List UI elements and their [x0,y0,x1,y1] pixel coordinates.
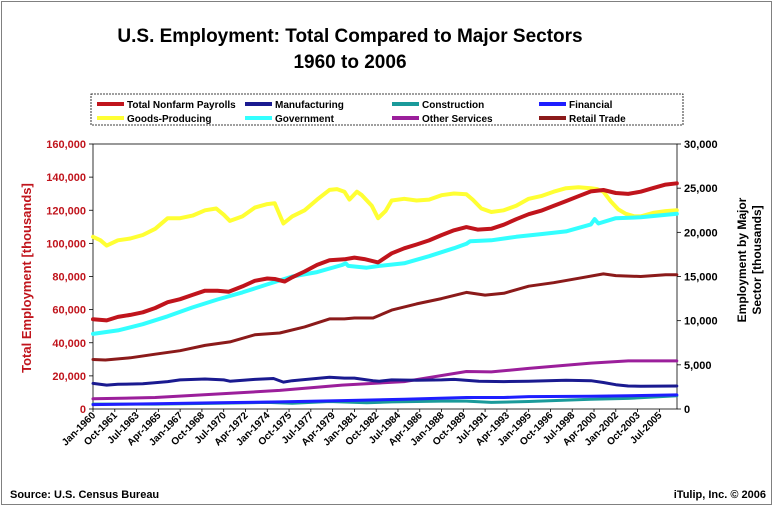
legend-label: Retail Trade [569,114,626,125]
legend-label: Financial [569,100,613,111]
right-tick-label: 15,000 [684,272,718,284]
left-axis-label: Total Employment [thousands] [19,183,34,373]
legend-label: Government [275,114,335,125]
right-axis-label-line1: Employment by Major [735,197,749,322]
right-tick-label: 20,000 [684,227,718,239]
legend-label: Other Services [422,114,493,125]
series-line-other-services [91,359,679,401]
legend-label: Goods-Producing [127,114,211,125]
right-tick-label: 0 [684,404,690,416]
series-line-total-nonfarm-payrolls [91,181,679,323]
left-tick-label: 120,000 [46,205,86,217]
left-tick-label: 80,000 [52,272,86,284]
series-line-manufacturing [91,375,679,388]
left-tick-label: 140,000 [46,172,86,184]
series-line-retail-trade [91,272,679,362]
legend: Total Nonfarm Payrolls Manufacturing Const… [97,100,626,125]
right-tick-label: 5,000 [684,360,712,372]
legend-label: Manufacturing [275,100,344,111]
series-line-goods-producing [91,185,679,248]
legend-label: Construction [422,100,484,111]
right-tick-label: 25,000 [684,183,718,195]
series-line-government [91,211,679,336]
chart-title-line2: 1960 to 2006 [293,52,406,73]
right-tick-label: 30,000 [684,139,718,151]
left-tick-label: 40,000 [52,338,86,350]
legend-box [90,93,684,126]
chart-title-line1: U.S. Employment: Total Compared to Major… [117,26,582,47]
series-line-financial [91,393,679,407]
left-tick-label: 0 [80,404,86,416]
left-tick-label: 60,000 [52,305,86,317]
legend-label: Total Nonfarm Payrolls [127,100,236,111]
left-tick-label: 20,000 [52,371,86,383]
credit-note: iTulip, Inc. © 2006 [674,489,766,501]
left-tick-label: 160,000 [46,139,86,151]
series-lines [91,181,679,407]
left-tick-label: 100,000 [46,238,86,250]
source-note: Source: U.S. Census Bureau [10,489,159,501]
right-axis-label-line2: Sector [thousands] [750,205,764,314]
right-tick-label: 10,000 [684,316,718,328]
